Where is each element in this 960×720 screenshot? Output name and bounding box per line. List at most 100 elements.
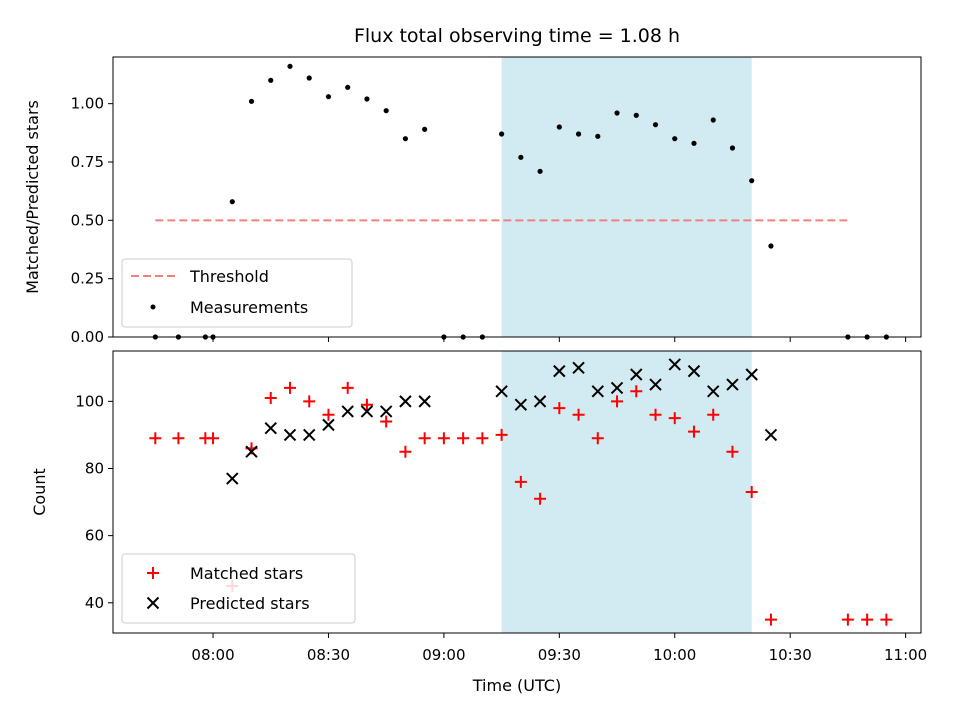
- bottom-y-tick-label: 80: [85, 460, 104, 478]
- measurement-point: [575, 131, 582, 137]
- matched-star-point: [495, 428, 508, 441]
- x-tick-label: 08:00: [191, 646, 234, 664]
- predicted-star-point: [610, 381, 624, 395]
- predicted-star-point: [264, 422, 277, 435]
- top-panel: 0.00 0.25 0.50 0.75 1.00 Matched/Predicted s…: [23, 56, 922, 346]
- measurement-point: [229, 199, 235, 205]
- bottom-panel: 40 60 80 100 08:00 08:30 09:00 09:30 10:00 10:30…: [30, 350, 927, 695]
- predicted-star-point: [533, 395, 547, 408]
- bottom-y-tick-label: 40: [85, 594, 104, 612]
- top-marks: [152, 63, 889, 340]
- predicted-star-point: [226, 472, 239, 485]
- matched-star-point: [476, 432, 489, 445]
- measurement-point: [364, 96, 370, 102]
- bottom-legend: Matched stars Predicted stars: [121, 553, 356, 624]
- measurement-point: [556, 124, 562, 130]
- measurement-point: [768, 243, 774, 249]
- predicted-star-point: [418, 395, 431, 408]
- measurement-point: [691, 140, 697, 146]
- measurement-point: [402, 136, 409, 142]
- measurement-point: [595, 133, 601, 139]
- matched-star-point: [841, 613, 854, 626]
- matched-star-point: [553, 402, 566, 415]
- matched-star-point: [303, 395, 316, 408]
- top-y-tick-label: 0.25: [71, 270, 104, 288]
- top-axes-frame: [112, 56, 922, 338]
- matched-star-point: [149, 432, 162, 445]
- bottom-y-tick-label: 100: [75, 392, 104, 410]
- predicted-star-point: [591, 385, 605, 398]
- measurement-point: [749, 178, 755, 184]
- predicted-star-point: [303, 428, 316, 442]
- predicted-star-point: [360, 405, 374, 418]
- measurement-point: [248, 98, 255, 104]
- matched-star-point: [745, 486, 758, 498]
- bottom-legend-box: [121, 553, 356, 624]
- x-tick-label: 08:30: [307, 646, 350, 664]
- measurement-point: [325, 94, 332, 100]
- measurement-point: [499, 131, 505, 137]
- measurement-point: [306, 75, 312, 81]
- measurement-point: [422, 126, 428, 132]
- predicted-star-point: [764, 428, 778, 442]
- legend-predicted-swatch: [146, 596, 160, 610]
- predicted-star-point: [379, 405, 393, 418]
- predicted-star-point: [514, 398, 528, 411]
- matched-star-point: [399, 445, 412, 458]
- matched-star-point: [341, 381, 354, 394]
- bottom-y-tick-label: 60: [85, 527, 104, 545]
- predicted-star-point: [322, 418, 335, 432]
- matched-star-point: [172, 432, 185, 445]
- measurement-point: [729, 145, 736, 151]
- x-tick-label: 09:00: [422, 646, 465, 664]
- measurement-point: [287, 63, 293, 69]
- top-y-tick-label: 0.75: [71, 153, 104, 171]
- matched-star-point: [264, 392, 277, 404]
- measurement-point: [268, 77, 274, 83]
- matched-star-point: [630, 385, 643, 398]
- measurement-point: [383, 108, 389, 114]
- top-legend: Threshold Measurements: [121, 258, 353, 328]
- measurement-point: [537, 168, 543, 174]
- measurement-point: [672, 136, 678, 142]
- matched-star-point: [457, 432, 470, 445]
- matched-star-point: [649, 408, 662, 421]
- matched-star-point: [726, 445, 739, 458]
- matched-star-point: [861, 613, 874, 626]
- matched-star-point: [534, 492, 547, 505]
- predicted-star-point: [707, 385, 720, 398]
- matched-star-point: [360, 398, 373, 411]
- matched-star-point: [591, 432, 604, 445]
- top-y-tick-label: 0.50: [71, 211, 104, 229]
- matched-star-point: [207, 432, 220, 445]
- matched-star-point: [437, 432, 450, 445]
- matched-star-point: [687, 425, 700, 438]
- matched-star-point: [418, 432, 431, 445]
- chart-title: Flux total observing time = 1.08 h: [354, 25, 680, 47]
- legend-matched-swatch: [147, 567, 159, 579]
- predicted-star-point: [726, 378, 739, 391]
- matched-star-point: [380, 415, 393, 428]
- matched-star-point: [880, 613, 893, 626]
- predicted-star-point: [553, 364, 566, 378]
- predicted-star-point: [399, 395, 412, 408]
- top-y-tick-label: 0.00: [71, 328, 104, 346]
- measurement-point: [633, 112, 639, 118]
- bottom-marks: [149, 358, 893, 626]
- top-x-ticks: [212, 337, 907, 342]
- predicted-star-point: [341, 405, 354, 418]
- matched-star-point: [707, 408, 720, 421]
- predicted-star-point: [495, 385, 508, 398]
- bottom-axes-frame: [112, 350, 922, 634]
- matched-star-point: [611, 395, 624, 408]
- predicted-star-point: [283, 428, 297, 442]
- predicted-star-point: [649, 378, 662, 391]
- legend-matched-label: Matched stars: [190, 564, 303, 583]
- x-tick-label: 10:30: [769, 646, 812, 664]
- top-legend-box: [121, 258, 353, 328]
- predicted-star-point: [745, 368, 758, 381]
- measurement-point: [518, 154, 524, 160]
- matched-star-point: [283, 381, 296, 394]
- matched-star-point: [322, 408, 335, 421]
- matched-star-point: [572, 408, 585, 421]
